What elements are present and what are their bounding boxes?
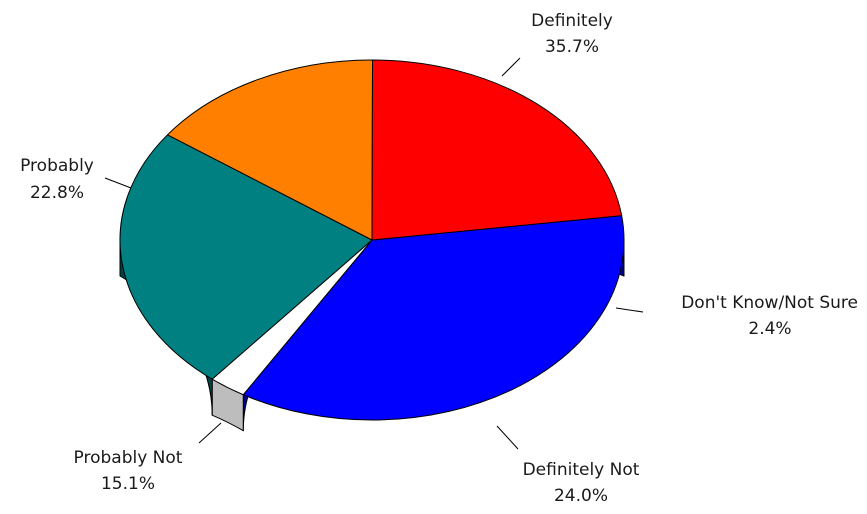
slice-label-probably: Probably [20, 156, 94, 176]
leader-line-definitely [501, 57, 521, 77]
pie-slice-probably [371, 59, 623, 241]
pie-leader-lines [104, 57, 644, 450]
pie-slice-definitely-not [119, 134, 373, 380]
pie-slice-probably-not [167, 59, 374, 241]
slice-label-probably-not: Probably Not [74, 448, 183, 468]
pie-labels: Definitely 35.7% Don't Know/Not Sure 2.4% De… [20, 11, 858, 506]
slice-value-definitely: 35.7% [545, 37, 599, 57]
slice-label-don-t-know-not-sure: Don't Know/Not Sure [681, 293, 858, 313]
leader-line-don-t-know-not-sure [615, 307, 644, 313]
leader-line-definitely-not [496, 425, 519, 450]
slice-label-definitely: Definitely [531, 11, 613, 31]
slice-value-probably-not: 15.1% [101, 474, 155, 494]
leader-line-probably [104, 177, 132, 189]
pie-tops [119, 59, 625, 421]
slice-value-probably: 22.8% [30, 183, 84, 203]
pie-slice-definitely [242, 215, 625, 421]
slice-value-don-t-know-not-sure: 2.4% [748, 319, 791, 339]
slice-label-definitely-not: Definitely Not [523, 460, 640, 480]
slice-value-definitely-not: 24.0% [554, 486, 608, 506]
leader-line-probably-not [198, 422, 222, 444]
